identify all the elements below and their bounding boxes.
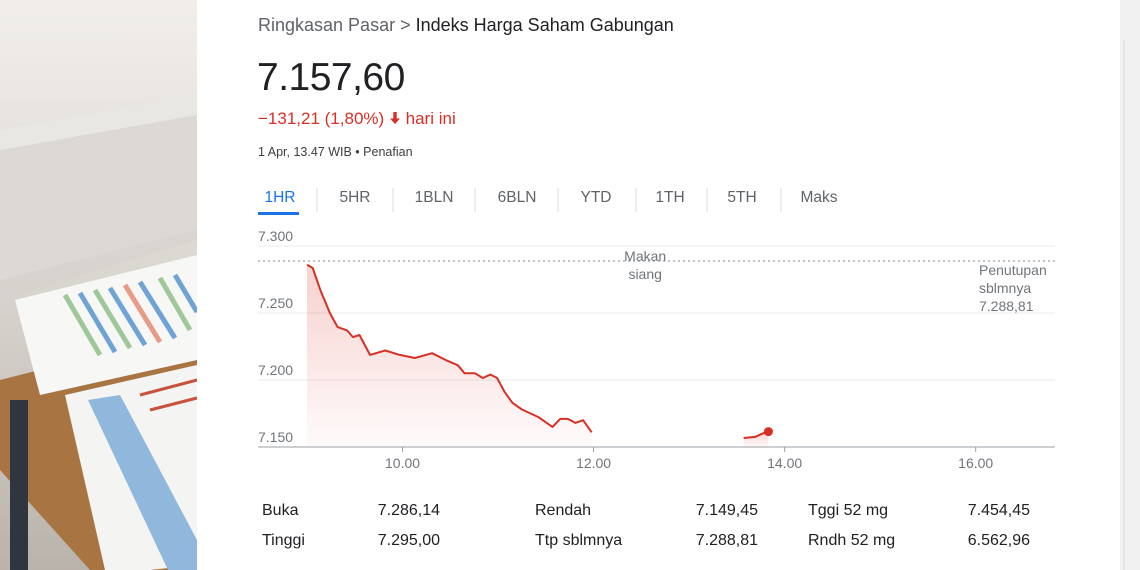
stat-label: Buka: [262, 502, 299, 519]
x-tick-label: 10.00: [385, 455, 420, 471]
previous-close-label: 7.288,81: [979, 298, 1034, 314]
background-photo: [0, 0, 200, 570]
range-tab[interactable]: 1HR: [264, 189, 296, 206]
stat-label: Rendah: [535, 502, 592, 519]
card: [197, 0, 1120, 570]
y-tick-label: 7.250: [258, 295, 293, 311]
lunch-annotation: siang: [628, 266, 661, 282]
current-point: [763, 427, 773, 437]
price-line: [306, 263, 593, 433]
breadcrumb-parent[interactable]: Ringkasan Pasar: [258, 15, 396, 35]
timestamp-separator: •: [355, 145, 360, 159]
y-tick-label: 7.200: [258, 362, 293, 378]
price-area: [307, 264, 592, 447]
stat-value: 6.562,96: [967, 532, 1030, 549]
active-tab-underline: [258, 212, 299, 215]
page-edge: [1120, 0, 1140, 570]
previous-close-title: Penutupan: [979, 262, 1047, 278]
chart: 7.150 7.200 7.250 7.300 10.00 12.00 14.00 16.00…: [258, 228, 1055, 471]
stat-value: 7.454,45: [967, 502, 1030, 519]
stat-value: 7.286,14: [377, 502, 440, 519]
price-area: [743, 431, 769, 447]
price-change: −131,21 (1,80%) hari ini: [258, 109, 456, 129]
breadcrumb-separator: >: [400, 15, 411, 35]
range-tab[interactable]: 5TH: [727, 189, 757, 206]
stat-label: Tggi 52 mg: [808, 502, 889, 519]
x-tick-label: 16.00: [958, 455, 993, 471]
stat-value: 7.149,45: [695, 502, 758, 519]
breadcrumb: Ringkasan Pasar > Indeks Harga Saham Gab…: [258, 15, 674, 36]
stat-label: Tinggi: [262, 532, 305, 549]
tab-separators: [316, 188, 782, 212]
stat-label: Rndh 52 mg: [808, 532, 896, 549]
range-tab[interactable]: YTD: [580, 189, 612, 206]
range-tab[interactable]: 1BLN: [414, 189, 454, 206]
timestamp-text: 1 Apr, 13.47 WIB: [258, 145, 352, 159]
previous-close-title: sblmnya: [979, 280, 1031, 296]
range-tab[interactable]: 5HR: [339, 189, 371, 206]
change-value: −131,21 (1,80%): [258, 109, 385, 128]
y-tick-label: 7.300: [258, 228, 293, 244]
x-tick-label: 12.00: [576, 455, 611, 471]
price: 7.157,60: [257, 56, 405, 99]
stat-label: Ttp sblmnya: [535, 532, 623, 549]
down-arrow-icon: [389, 112, 400, 124]
range-tab[interactable]: 1TH: [655, 189, 685, 206]
change-suffix: hari ini: [405, 109, 456, 128]
x-tick-label: 14.00: [767, 455, 802, 471]
lunch-annotation: Makan: [624, 248, 666, 264]
y-tick-label: 7.150: [258, 429, 293, 445]
stat-value: 7.288,81: [695, 532, 758, 549]
stat-value: 7.295,00: [377, 532, 440, 549]
range-tab[interactable]: Maks: [800, 189, 838, 206]
disclaimer-link[interactable]: Penafian: [363, 145, 413, 159]
range-tab[interactable]: 6BLN: [497, 189, 537, 206]
timestamp: 1 Apr, 13.47 WIB • Penafian: [258, 145, 413, 159]
breadcrumb-current: Indeks Harga Saham Gabungan: [415, 15, 674, 35]
